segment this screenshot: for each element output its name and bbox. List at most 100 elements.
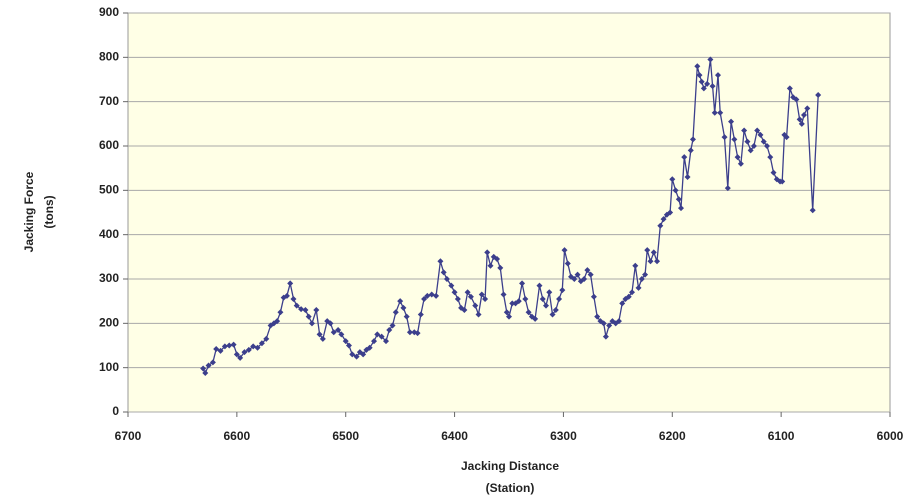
data-point (672, 187, 679, 194)
x-tick-label: 6600 (224, 429, 251, 443)
data-point (660, 216, 667, 223)
data-point (796, 116, 803, 123)
y-tick-label: 500 (99, 183, 119, 197)
data-point (715, 72, 722, 79)
data-point (798, 120, 805, 127)
data-point (647, 258, 654, 265)
data-point (497, 264, 504, 271)
data-point (226, 342, 233, 349)
data-point (546, 289, 553, 296)
data-point (440, 269, 447, 276)
data-point (290, 295, 297, 302)
data-point (202, 369, 209, 376)
x-tick-label: 6100 (768, 429, 795, 443)
data-point (392, 309, 399, 316)
data-point (305, 313, 312, 320)
data-point (615, 318, 622, 325)
data-point (451, 289, 458, 296)
x-tick-label: 6200 (659, 429, 686, 443)
data-point (779, 178, 786, 185)
data-point (494, 256, 501, 263)
data-point (209, 359, 216, 366)
data-point (403, 313, 410, 320)
data-point (801, 111, 808, 118)
x-tick-label: 6500 (332, 429, 359, 443)
data-point (642, 271, 649, 278)
y-tick-label: 800 (99, 50, 119, 64)
data-point (644, 247, 651, 254)
data-point (522, 295, 529, 302)
data-point (254, 344, 261, 351)
data-point (629, 289, 636, 296)
data-point (737, 160, 744, 167)
data-point (689, 136, 696, 143)
x-tick-label: 6700 (115, 429, 142, 443)
data-point (669, 176, 676, 183)
data-point (809, 207, 816, 214)
data-point (711, 109, 718, 116)
data-point (338, 331, 345, 338)
data-point (250, 343, 257, 350)
data-point (543, 302, 550, 309)
data-point (783, 134, 790, 141)
data-point (461, 307, 468, 314)
data-point (274, 318, 281, 325)
y-tick-label: 300 (99, 271, 119, 285)
data-point (467, 293, 474, 300)
data-point (741, 127, 748, 134)
y-axis-label: Jacking Force (22, 171, 36, 252)
data-point (400, 304, 407, 311)
data-point (319, 335, 326, 342)
data-point (335, 326, 342, 333)
y-tick-label: 700 (99, 94, 119, 108)
data-point (287, 280, 294, 287)
data-point (724, 185, 731, 192)
data-point (258, 340, 265, 347)
data-point (298, 306, 305, 313)
data-point (815, 92, 822, 99)
x-tick-label: 6000 (877, 429, 904, 443)
data-point (657, 222, 664, 229)
data-point (559, 287, 566, 294)
data-point (509, 300, 516, 307)
data-point (619, 300, 626, 307)
data-point (213, 346, 220, 353)
data-point (552, 307, 559, 314)
data-point (366, 344, 373, 351)
data-point (519, 280, 526, 287)
data-point (754, 127, 761, 134)
data-point (241, 349, 248, 356)
y-tick-label: 100 (99, 360, 119, 374)
data-point (245, 346, 252, 353)
data-point (717, 109, 724, 116)
data-point (424, 292, 431, 299)
data-point (728, 118, 735, 125)
data-point (353, 353, 360, 360)
data-point (536, 282, 543, 289)
data-point (484, 249, 491, 256)
data-point (574, 271, 581, 278)
y-tick-label: 0 (112, 404, 119, 418)
data-point (638, 276, 645, 282)
data-point (205, 362, 212, 369)
data-point (698, 78, 705, 85)
data-point (371, 338, 378, 345)
data-point (515, 298, 522, 305)
data-line (202, 59, 819, 375)
data-point (744, 138, 751, 145)
data-point (308, 320, 315, 327)
data-point (587, 271, 594, 278)
data-point (750, 143, 757, 149)
data-point (302, 307, 309, 314)
data-point (707, 56, 714, 63)
data-point (293, 302, 300, 309)
data-point (793, 96, 800, 103)
data-point (330, 329, 337, 336)
data-point (464, 289, 471, 296)
data-point (532, 315, 539, 322)
data-point (556, 295, 563, 302)
data-point (397, 298, 404, 305)
data-point (747, 147, 754, 154)
data-point (200, 365, 207, 372)
